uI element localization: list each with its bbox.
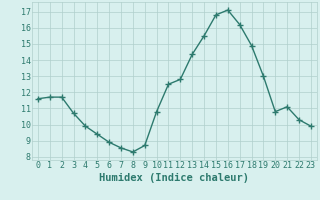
X-axis label: Humidex (Indice chaleur): Humidex (Indice chaleur)	[100, 173, 249, 183]
